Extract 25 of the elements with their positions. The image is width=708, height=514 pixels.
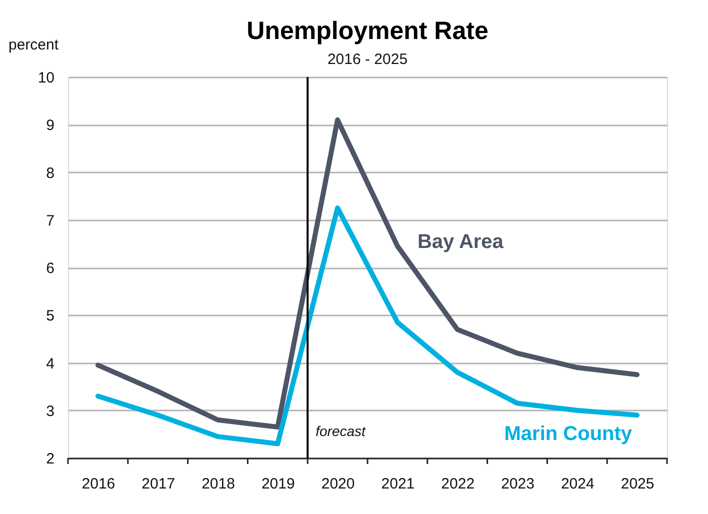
x-tick-label: 2025 xyxy=(620,476,654,492)
y-tick-label: 4 xyxy=(46,355,54,372)
y-tick-label: 2 xyxy=(46,450,54,468)
x-tick-label: 2020 xyxy=(321,476,355,492)
x-tick-label: 2016 xyxy=(82,476,116,492)
y-tick-label: 7 xyxy=(46,212,54,230)
y-tick-label: 5 xyxy=(46,308,54,325)
x-tick-label: 2023 xyxy=(501,476,534,492)
x-tick-label: 2021 xyxy=(381,476,415,492)
y-tick-label: 3 xyxy=(46,402,54,420)
ref-line-label: forecast xyxy=(316,423,367,439)
x-tick-label: 2024 xyxy=(560,476,594,492)
series-label: Bay Area xyxy=(417,231,504,254)
series-label: Marin County xyxy=(504,423,633,446)
x-tick-label: 2022 xyxy=(441,476,475,492)
x-tick-label: 2017 xyxy=(142,476,176,492)
y-tick-label: 9 xyxy=(46,117,54,134)
x-tick-label: 2019 xyxy=(261,476,295,492)
y-tick-label: 8 xyxy=(46,164,54,182)
x-tick-label: 2018 xyxy=(202,476,235,492)
chart-subtitle: 2016 - 2025 xyxy=(327,51,408,68)
y-tick-label: 10 xyxy=(38,70,54,86)
y-axis-title: percent xyxy=(8,36,60,54)
y-tick-label: 6 xyxy=(46,260,54,277)
chart-title: Unemployment Rate xyxy=(246,17,488,45)
